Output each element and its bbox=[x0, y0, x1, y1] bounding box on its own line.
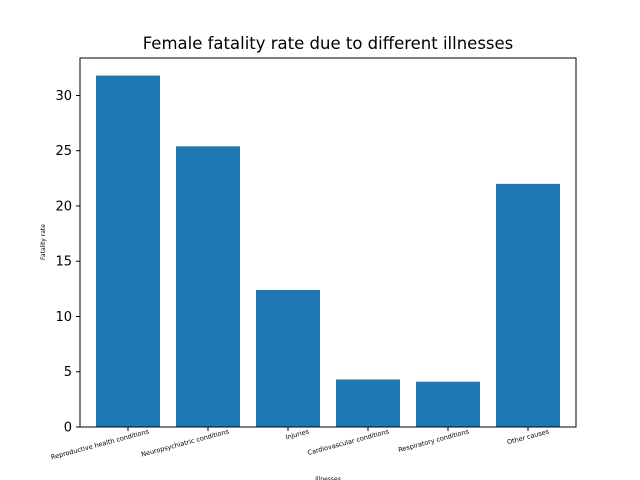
plot-frame bbox=[79, 57, 577, 428]
y-tick-label: 30 bbox=[55, 89, 72, 104]
chart-title: Female fatality rate due to different il… bbox=[143, 34, 514, 53]
y-tick-label: 20 bbox=[55, 199, 72, 214]
bar bbox=[256, 289, 320, 427]
bar bbox=[416, 381, 480, 427]
y-tick-label: 0 bbox=[64, 421, 72, 436]
y-axis-label: Fatality rate bbox=[40, 224, 47, 260]
y-tick-label: 10 bbox=[55, 310, 72, 325]
bar bbox=[176, 146, 240, 427]
x-axis-label: Illnesses bbox=[315, 476, 341, 480]
y-tick-label: 25 bbox=[55, 144, 72, 159]
bar bbox=[336, 379, 400, 427]
y-tick-label: 5 bbox=[64, 365, 72, 380]
y-tick-label: 15 bbox=[55, 255, 72, 270]
bar bbox=[96, 75, 160, 428]
bar bbox=[496, 183, 560, 427]
